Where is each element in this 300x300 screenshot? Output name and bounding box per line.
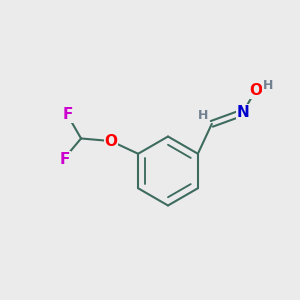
- Text: O: O: [104, 134, 117, 148]
- Text: O: O: [249, 83, 262, 98]
- Text: F: F: [59, 152, 70, 167]
- Text: H: H: [263, 79, 273, 92]
- Text: H: H: [198, 109, 208, 122]
- Text: F: F: [63, 107, 74, 122]
- Text: N: N: [236, 105, 249, 120]
